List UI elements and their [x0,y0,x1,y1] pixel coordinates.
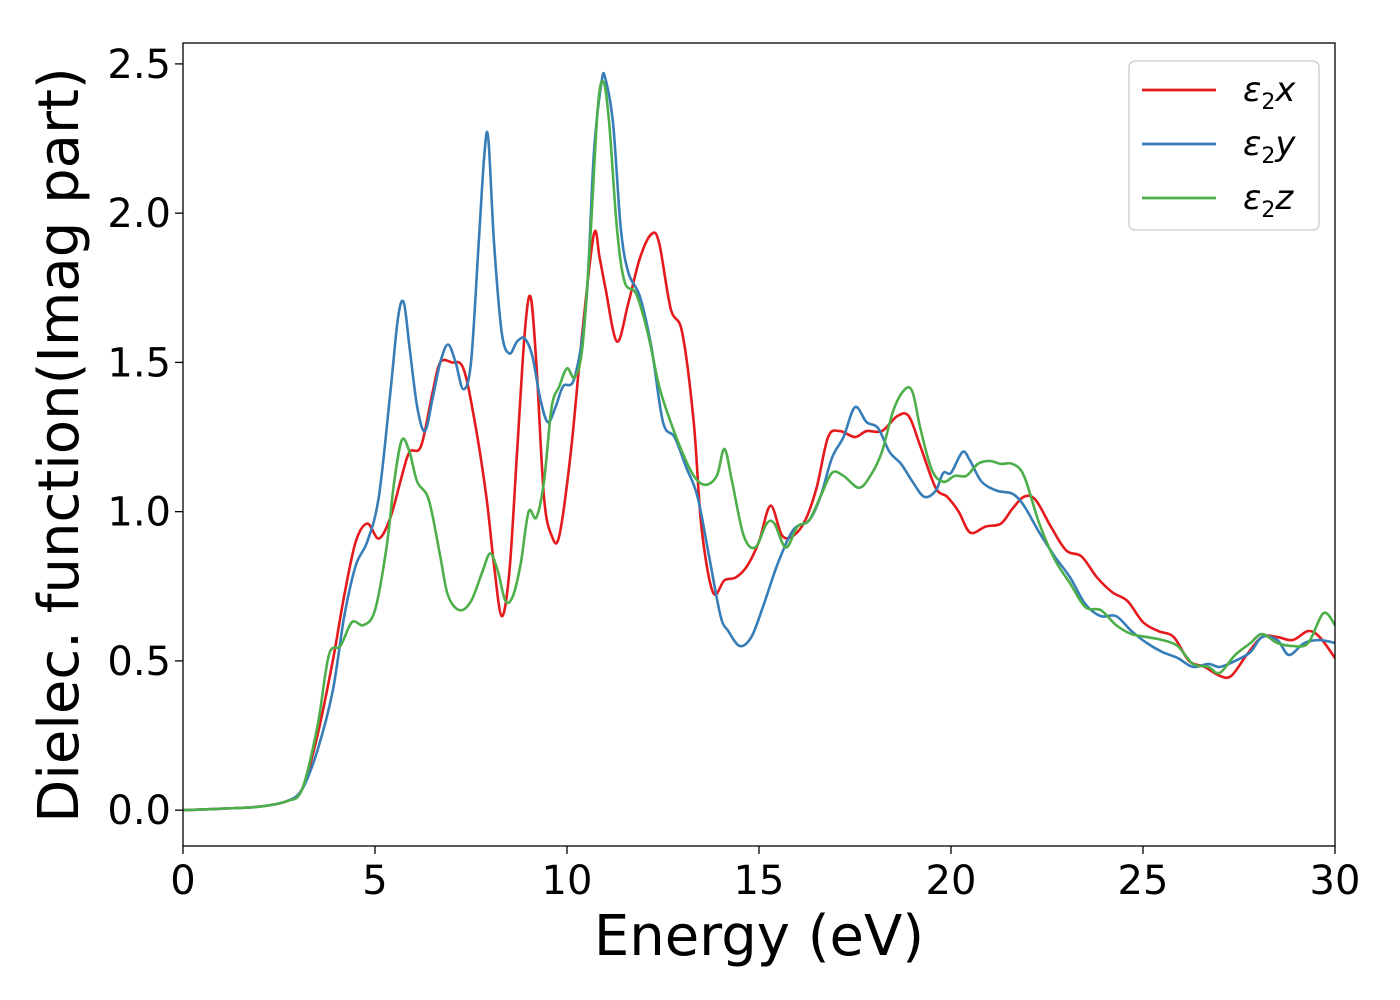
y-tick-label: 0.5 [107,639,171,685]
series-line-z [183,79,1335,812]
x-tick-label: 10 [542,858,593,904]
x-axis-ticks: 0 5 10 15 20 25 30 [170,846,1360,904]
legend-box [1128,60,1320,231]
y-axis-label: Dielec. function(Imag part) [27,67,92,823]
x-tick-label: 15 [734,858,785,904]
legend-label-x: ε2x [1243,70,1296,115]
x-tick-label: 20 [926,858,977,904]
x-tick-label: 30 [1310,858,1361,904]
y-tick-label: 1.5 [107,340,171,386]
y-tick-label: 1.0 [107,490,171,536]
series-line-y [183,71,1335,812]
x-tick-label: 25 [1118,858,1169,904]
y-tick-label: 0.0 [107,788,171,834]
plot-lines [183,71,1335,812]
y-tick-label: 2.5 [107,42,171,88]
y-tick-label: 2.0 [107,191,171,237]
legend-entries: ε2x ε2y ε2z [1142,70,1296,223]
legend: ε2x ε2y ε2z [1128,60,1320,231]
x-tick-label: 5 [362,858,387,904]
x-tick-label: 0 [170,858,195,904]
legend-label-y: ε2y [1243,124,1296,169]
y-axis-ticks: 0.0 0.5 1.0 1.5 2.0 2.5 [107,42,183,834]
legend-label-z: ε2z [1243,178,1294,223]
x-axis-label: Energy (eV) [594,904,924,969]
